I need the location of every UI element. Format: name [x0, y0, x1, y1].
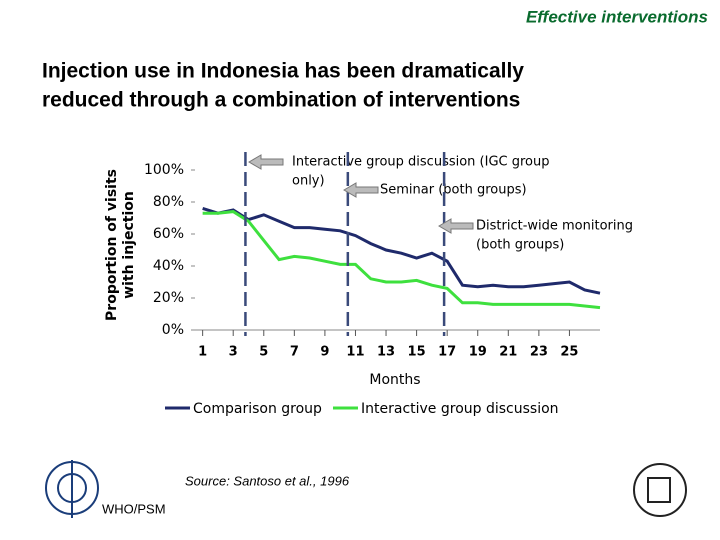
y-axis-label-line: with injection	[121, 191, 137, 299]
x-tick-label: 3	[229, 345, 238, 360]
chart: 0%20%40%60%80%100%1 3 5 7 9 11 13 15 17 19 21 23 25I…	[144, 152, 633, 417]
y-axis-label-line: Proportion of visits	[104, 169, 120, 321]
x-tick-label: 19	[469, 345, 487, 360]
x-tick-label: 15	[408, 345, 426, 360]
footer: WHO/PSM	[102, 501, 166, 516]
x-tick-label: 1	[198, 345, 207, 360]
x-tick-label: 11	[346, 345, 364, 360]
source: Source: Santoso et al., 1996	[185, 473, 350, 488]
annotation: (both groups)	[476, 238, 564, 253]
x-tick-label: 25	[560, 345, 578, 360]
x-tick-label: 13	[377, 345, 395, 360]
x-tick-label: 23	[530, 345, 548, 360]
y-axis-label: Proportion of visits with injection	[104, 169, 137, 321]
title-line: reduced through a combination of interve…	[42, 89, 520, 112]
y-tick-label: 0%	[162, 322, 184, 338]
title-line: Injection use in Indonesia has been dram…	[42, 60, 524, 83]
arrow	[438, 218, 474, 234]
annotation: Interactive group discussion (IGC group	[292, 155, 550, 170]
y-tick-label: 20%	[153, 290, 184, 306]
annotation: only)	[292, 174, 325, 189]
legend-label: Comparison group	[193, 401, 322, 417]
un-logo	[633, 463, 687, 517]
annotation: District-wide monitoring	[476, 219, 633, 234]
y-tick-label: 40%	[153, 258, 184, 274]
series-line	[202, 206, 601, 295]
who-logo	[45, 460, 99, 518]
legend-label: Interactive group discussion	[361, 401, 559, 417]
series-line	[202, 210, 601, 310]
y-tick-label: 80%	[153, 194, 184, 210]
x-axis-label: Months	[369, 372, 420, 388]
annotation: Seminar (both groups)	[380, 183, 527, 198]
header: Effective interventions	[526, 7, 708, 26]
arrow	[248, 154, 284, 170]
y-tick-label: 100%	[144, 162, 184, 178]
arrow	[343, 182, 379, 198]
x-tick-label: 17	[438, 345, 456, 360]
x-tick-label: 21	[499, 345, 517, 360]
x-tick-label: 9	[320, 345, 329, 360]
x-tick-label: 5	[259, 345, 268, 360]
y-tick-label: 60%	[153, 226, 184, 242]
x-tick-label: 7	[290, 345, 299, 360]
